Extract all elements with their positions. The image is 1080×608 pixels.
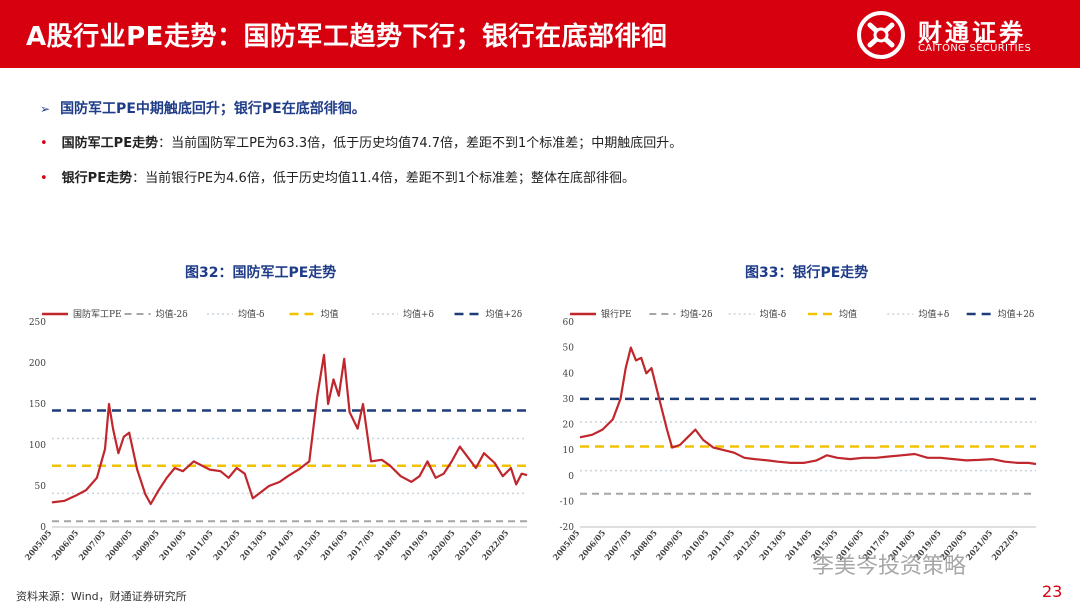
legend-label: 均值+δ (918, 308, 949, 320)
x-tick-label: 2006/05 (49, 528, 80, 562)
bullet-dot-icon: • (40, 136, 48, 151)
x-tick-label: 2010/05 (157, 528, 188, 562)
legend-label: 均值+δ (403, 308, 434, 320)
y-tick-label: 30 (563, 395, 575, 405)
bullet-item-bank: • 银行PE走势：当前银行PE为4.6倍，低于历史均值11.4倍，差距不到1个标准… (40, 167, 635, 186)
company-logo: 财通证券 CAITONG SECURITIES (856, 10, 1056, 60)
y-tick-label: 50 (35, 482, 47, 492)
x-tick-label: 2021/05 (453, 528, 484, 562)
y-tick-label: 0 (40, 523, 46, 533)
y-tick-label: 250 (29, 318, 46, 328)
legend-label: 均值-2δ (156, 308, 188, 320)
x-tick-label: 2011/05 (184, 528, 215, 562)
legend-label: 均值-δ (760, 308, 786, 320)
logo-chinese-name: 财通证券 (918, 19, 1026, 47)
x-tick-label: 2022/05 (480, 528, 511, 562)
y-tick-label: -20 (560, 523, 575, 533)
chart-bank-pe: -20-1001020304050602005/052006/052007/05… (551, 308, 1037, 562)
y-tick-label: 0 (568, 472, 574, 482)
page-title: A股行业PE走势：国防军工趋势下行；银行在底部徘徊 (26, 22, 668, 52)
chart-defense-pe: 0 50 100 150 200 250 2005/052006/052007/052008… (23, 308, 528, 562)
legend-label: 均值+2δ (998, 308, 1035, 320)
source-note: 资料来源：Wind，财通证券研究所 (16, 590, 187, 603)
x-tick-label: 2014/05 (264, 528, 295, 562)
header-bar: A股行业PE走势：国防军工趋势下行；银行在底部徘徊 财通证券 CAITONG S… (0, 0, 1080, 68)
legend-label: 银行PE (601, 308, 632, 320)
y-tick-label: 10 (563, 446, 575, 456)
y-tick-label: 60 (563, 318, 575, 328)
key-point-headline: ➢ 国防军工PE中期触底回升；银行PE在底部徘徊。 (40, 98, 366, 118)
logo-mark-icon (857, 11, 905, 59)
y-tick-label: 40 (563, 369, 575, 379)
bullet-label: 银行PE走势 (61, 171, 133, 186)
bullet-text: ：当前银行PE为4.6倍，低于历史均值11.4倍，差距不到1个标准差；整体在底部… (132, 171, 636, 186)
x-tick-label: 2022/05 (989, 528, 1020, 562)
bullet-item-defense: • 国防军工PE走势：当前国防军工PE为63.3倍，低于历史均值74.7倍，差距不… (40, 132, 682, 151)
x-tick-label: 2020/05 (426, 528, 457, 562)
pe-series-line (579, 346, 1037, 466)
y-tick-label: 100 (29, 441, 46, 451)
x-tick-label: 2012/05 (211, 528, 242, 562)
legend-label: 国防军工PE (73, 308, 122, 320)
y-tick-label: 200 (29, 359, 46, 369)
y-tick-label: 20 (563, 421, 575, 431)
pe-series-line (51, 353, 528, 506)
x-tick-label: 2013/05 (238, 528, 269, 562)
bullet-label: 国防军工PE走势 (61, 136, 159, 151)
legend-label: 均值 (321, 308, 339, 320)
y-tick-label: 150 (29, 400, 46, 410)
arrow-bullet-icon: ➢ (40, 102, 51, 116)
x-tick-label: 2015/05 (291, 528, 322, 562)
page-number: 23 (1042, 582, 1063, 601)
x-tick-label: 2018/05 (372, 528, 403, 562)
x-tick-label: 2017/05 (345, 528, 376, 562)
y-tick-label: -10 (560, 497, 575, 507)
bullet-text: ：当前国防军工PE为63.3倍，低于历史均值74.7倍，差距不到1个标准差；中期… (158, 136, 683, 151)
chart-title-defense: 图32：国防军工PE走势 (185, 265, 337, 281)
logo-english-name: CAITONG SECURITIES (918, 43, 1032, 54)
x-tick-label: 2009/05 (130, 528, 161, 562)
x-tick-label: 2005/05 (23, 528, 54, 562)
bullet-dot-icon: • (40, 171, 48, 186)
x-tick-label: 2016/05 (318, 528, 349, 562)
watermark-text: 李美岑投资策略 (812, 554, 967, 579)
headline-text: 国防军工PE中期触底回升；银行PE在底部徘徊。 (60, 101, 366, 117)
legend-label: 均值-2δ (680, 308, 712, 320)
legend-label: 均值 (839, 308, 857, 320)
x-tick-label: 2007/05 (76, 528, 107, 562)
x-tick-label: 2019/05 (399, 528, 430, 562)
legend-label: 均值-δ (238, 308, 264, 320)
y-tick-label: 50 (563, 344, 575, 354)
chart-title-bank: 图33：银行PE走势 (745, 265, 869, 281)
x-tick-label: 2008/05 (103, 528, 134, 562)
legend-label: 均值+2δ (486, 308, 523, 320)
